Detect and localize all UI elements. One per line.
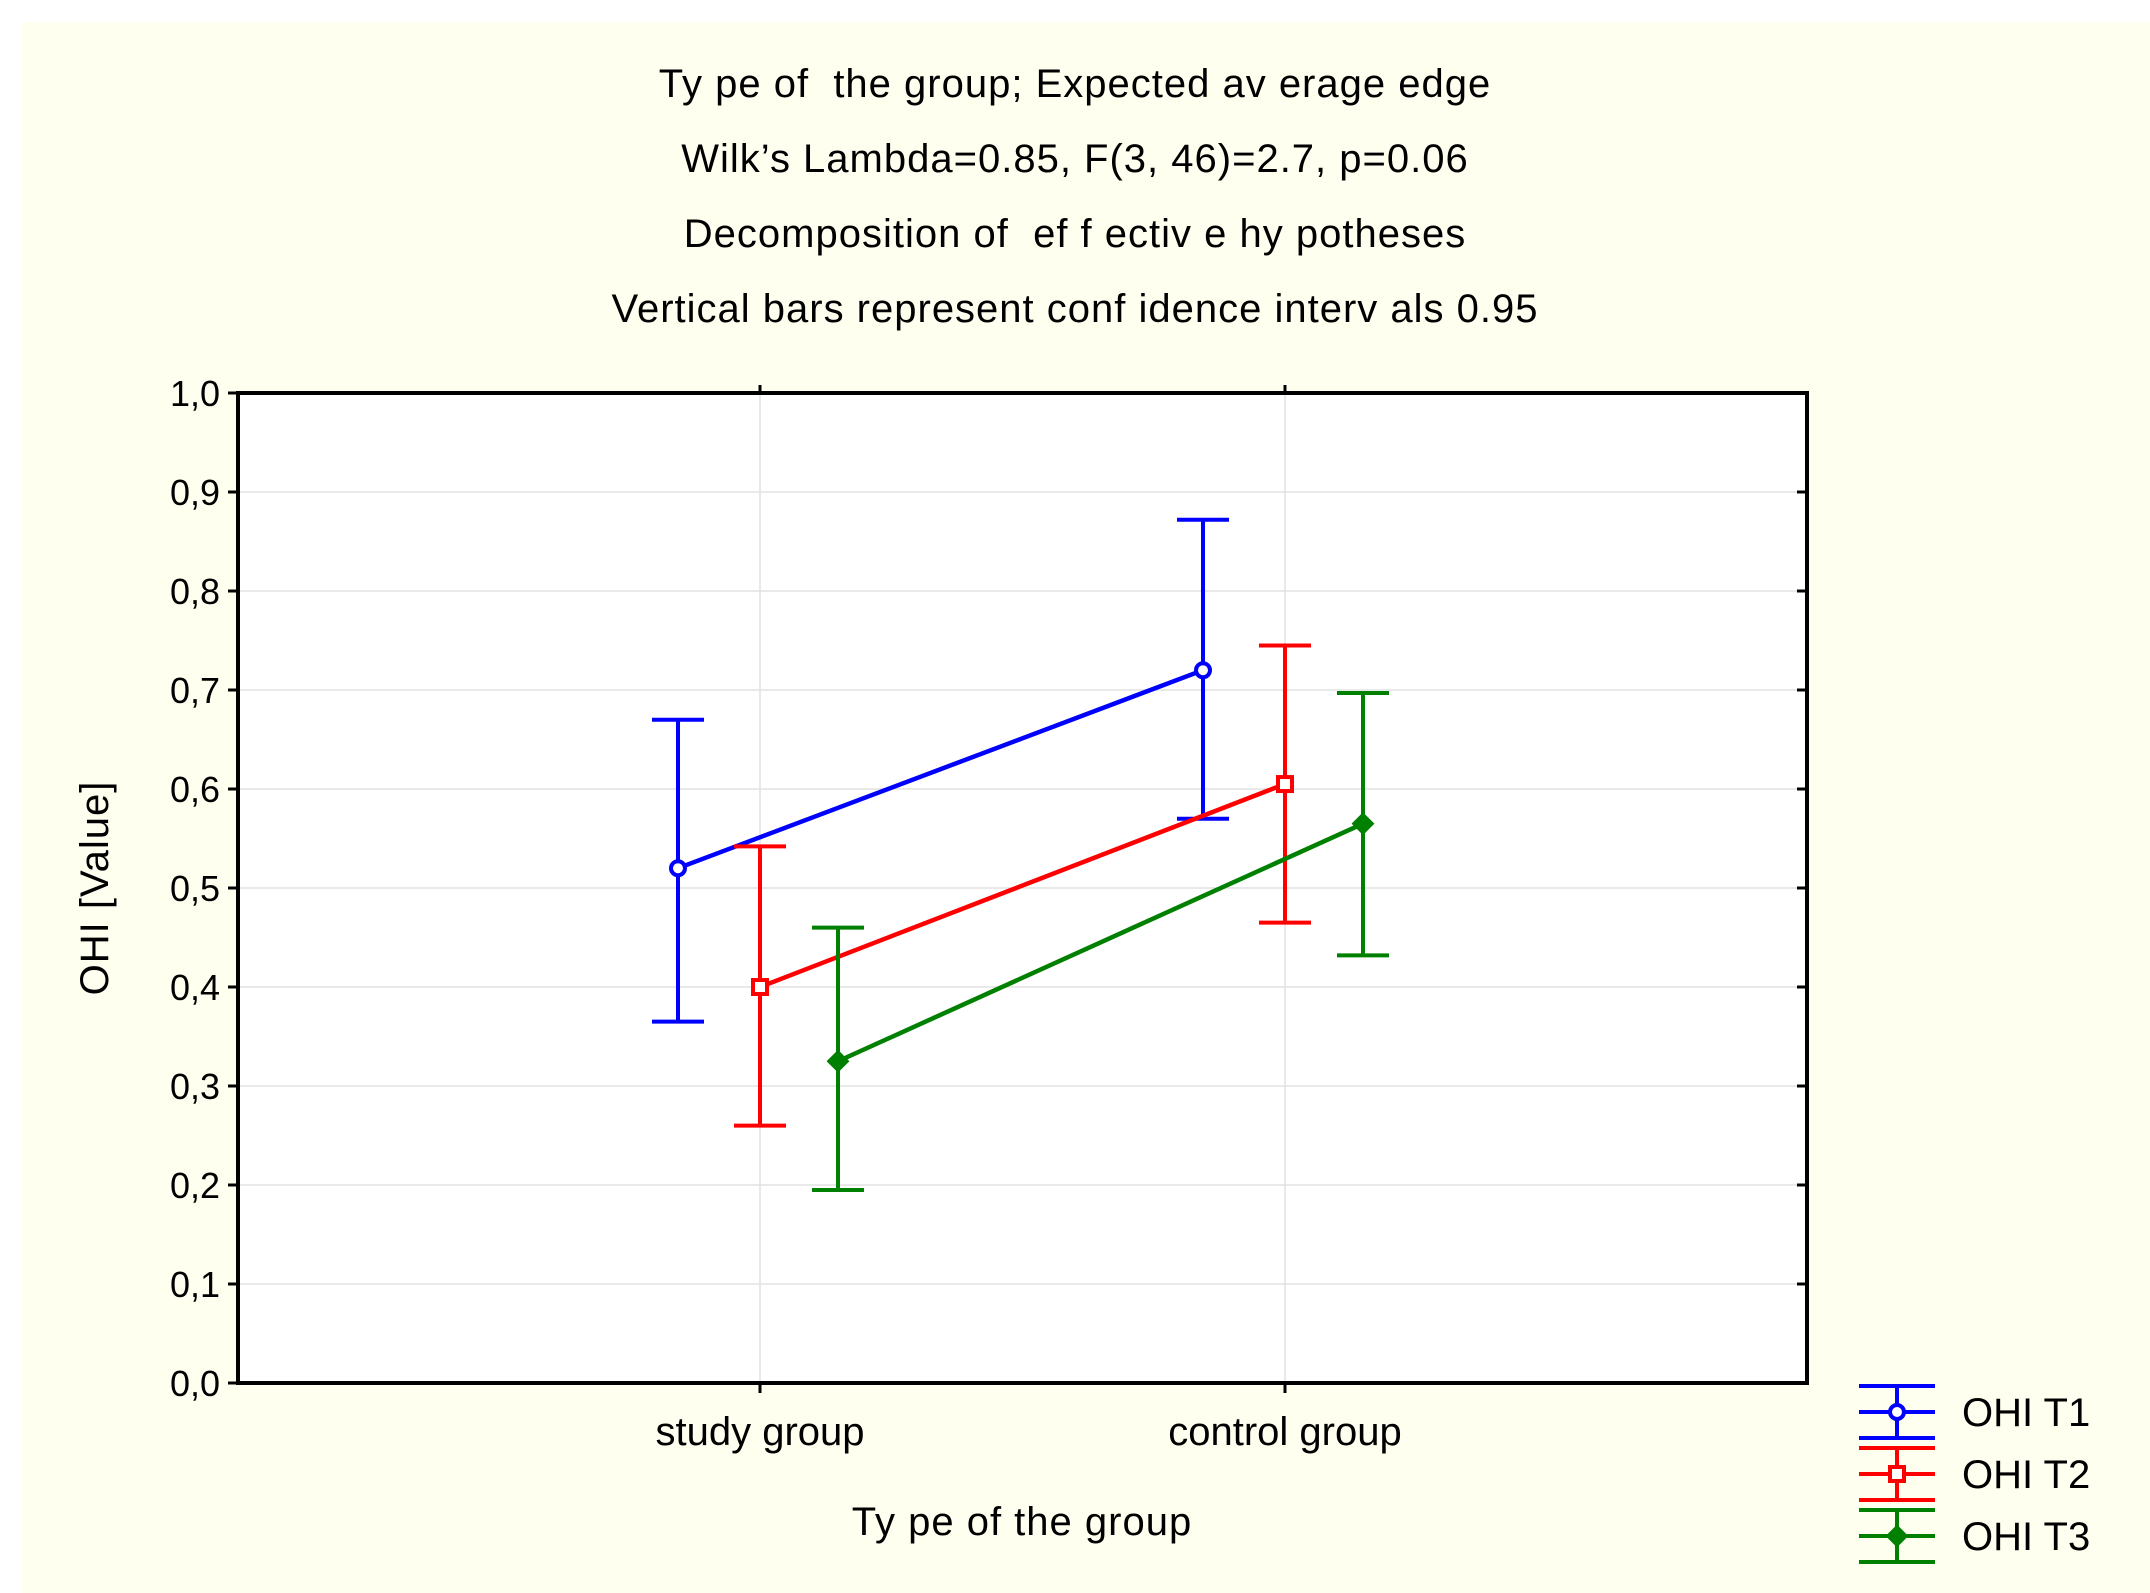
chart-title-line-2: Wilk’s Lambda=0.85, F(3, 46)=2.7, p=0.06 bbox=[681, 137, 1469, 181]
y-tick-label: 0,8 bbox=[170, 571, 220, 612]
y-tick-label: 0,5 bbox=[170, 868, 220, 909]
series-line bbox=[837, 821, 1364, 1064]
series-line bbox=[759, 781, 1286, 990]
y-axis-title: OHI [Value] bbox=[73, 781, 117, 996]
y-tick-label: 0,2 bbox=[170, 1165, 220, 1206]
data-point bbox=[826, 1049, 850, 1073]
chart-title-line-1: Ty pe of the group; Expected av erage ed… bbox=[658, 62, 1492, 106]
y-tick-label: 0,7 bbox=[170, 670, 220, 711]
data-point bbox=[1351, 812, 1375, 836]
legend-marker bbox=[1888, 1403, 1906, 1421]
y-tick-label: 0,0 bbox=[170, 1363, 220, 1404]
x-tick-label: study group bbox=[655, 1410, 864, 1454]
x-tick-label: control group bbox=[1168, 1410, 1401, 1454]
legend-label: OHI T3 bbox=[1962, 1515, 2090, 1559]
y-tick-label: 0,4 bbox=[170, 967, 220, 1008]
y-tick-label: 0,3 bbox=[170, 1066, 220, 1107]
y-tick-label: 1,0 bbox=[170, 373, 220, 414]
chart-title-line-4: Vertical bars represent conf idence inte… bbox=[611, 287, 1539, 331]
series-line bbox=[677, 668, 1204, 871]
chart-title-line-3: Decomposition of ef f ectiv e hy pothese… bbox=[683, 212, 1467, 256]
x-axis-title: Ty pe of the group bbox=[852, 1500, 1192, 1544]
legend-label: OHI T1 bbox=[1962, 1391, 2090, 1435]
data-point bbox=[669, 859, 687, 878]
legend-marker bbox=[1885, 1524, 1909, 1548]
y-tick-label: 0,1 bbox=[170, 1264, 220, 1305]
data-point bbox=[1194, 661, 1212, 680]
legend-marker bbox=[1888, 1465, 1906, 1483]
legend-label: OHI T2 bbox=[1962, 1453, 2090, 1497]
y-tick-label: 0,6 bbox=[170, 769, 220, 810]
data-point bbox=[1276, 775, 1294, 794]
data-point bbox=[751, 978, 769, 996]
y-tick-label: 0,9 bbox=[170, 472, 220, 513]
